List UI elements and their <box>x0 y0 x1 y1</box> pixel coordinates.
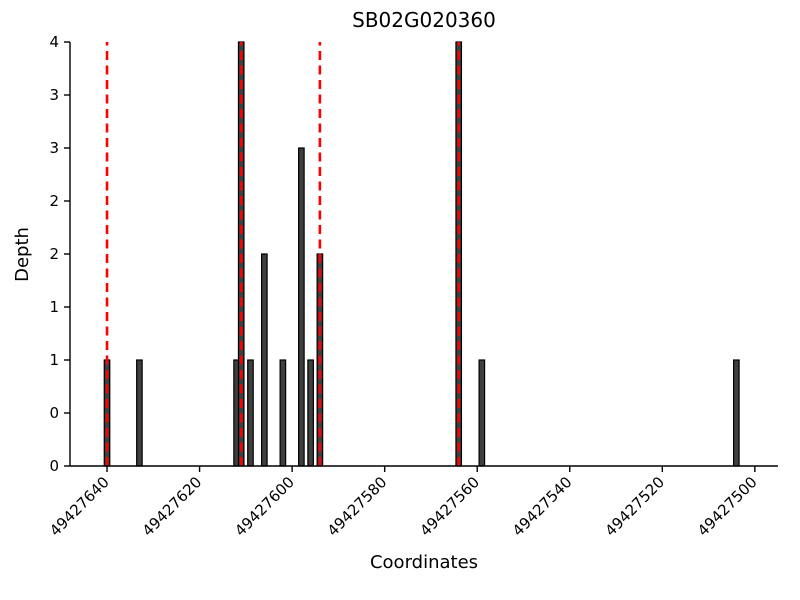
x-tick-label: 49427640 <box>46 473 113 540</box>
y-tick-label: 3 <box>49 86 59 104</box>
depth-bar <box>307 359 314 467</box>
x-tick-label: 49427540 <box>509 473 576 540</box>
x-axis-label: Coordinates <box>369 552 479 573</box>
y-tick-label: 4 <box>49 33 59 51</box>
depth-bar <box>298 147 305 467</box>
y-tick-label: 1 <box>49 298 59 316</box>
depth-bar <box>136 359 143 467</box>
depth-bar <box>279 359 287 467</box>
x-tick-label: 49427500 <box>694 473 761 540</box>
depth-bar <box>261 253 268 467</box>
y-tick-label: 0 <box>49 457 59 475</box>
y-tick-label: 1 <box>49 351 59 369</box>
x-tick-label: 49427560 <box>416 473 483 540</box>
depth-bar <box>733 359 740 467</box>
y-tick-label: 2 <box>49 192 59 210</box>
depth-bar <box>247 359 254 467</box>
x-tick-label: 49427580 <box>324 473 391 540</box>
x-tick-label: 49427520 <box>601 473 668 540</box>
x-tick-label: 49427600 <box>231 473 298 540</box>
x-tick-label: 49427620 <box>139 473 206 540</box>
chart-title: SB02G020360 <box>352 8 496 32</box>
y-tick-label: 0 <box>49 404 59 422</box>
y-tick-label: 3 <box>49 139 59 157</box>
y-tick-label: 2 <box>49 245 59 263</box>
depth-bar <box>478 359 486 467</box>
